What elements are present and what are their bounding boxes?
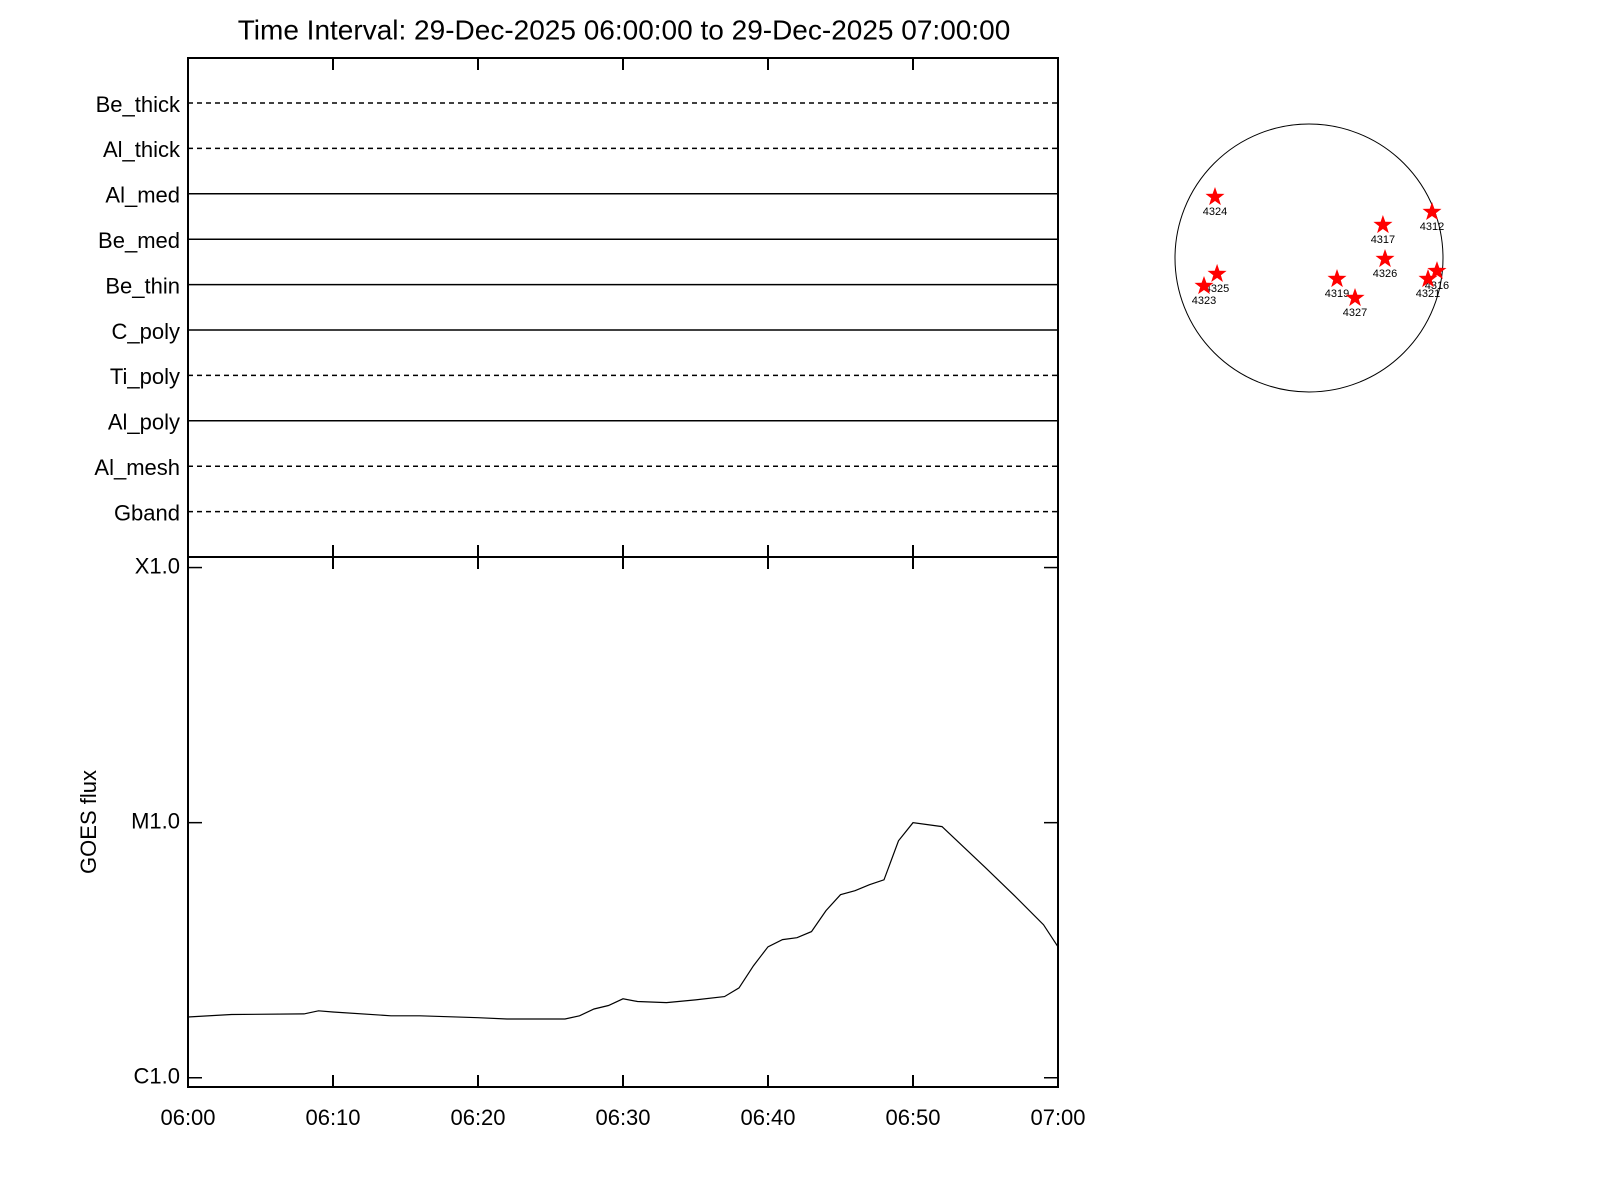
y-tick-label: X1.0: [135, 553, 180, 578]
region-star: [1207, 263, 1227, 282]
filter-label: Al_poly: [108, 410, 180, 435]
x-tick-label: 06:30: [595, 1105, 650, 1130]
x-tick-label: 07:00: [1030, 1105, 1085, 1130]
region-label: 4317: [1371, 234, 1395, 246]
region-star: [1345, 288, 1365, 307]
region-star: [1194, 276, 1214, 295]
filter-label: Ti_poly: [110, 364, 180, 389]
filter-label: Al_med: [105, 183, 180, 208]
region-star: [1373, 215, 1393, 234]
region-star: [1375, 249, 1395, 268]
region-star: [1427, 261, 1447, 280]
region-label: 4319: [1325, 288, 1349, 300]
filter-label: C_poly: [112, 319, 180, 344]
region-label: 4324: [1203, 206, 1227, 218]
region-label: 4312: [1420, 221, 1444, 233]
region-label: 4327: [1343, 307, 1367, 319]
y-tick-label: C1.0: [134, 1064, 180, 1089]
x-tick-label: 06:00: [160, 1105, 215, 1130]
filter-label: Gband: [114, 500, 180, 525]
region-star: [1422, 202, 1442, 220]
y-tick-label: M1.0: [131, 808, 180, 833]
filter-label: Be_thin: [105, 273, 180, 298]
y-axis-label: GOES flux: [76, 770, 101, 874]
region-label: 4323: [1192, 295, 1216, 307]
chart-title: Time Interval: 29-Dec-2025 06:00:00 to 2…: [238, 14, 1011, 45]
flux-line: [187, 822, 1059, 1020]
region-star: [1205, 187, 1225, 206]
region-label: 4321: [1416, 288, 1440, 300]
region-star: [1327, 269, 1347, 288]
filter-label: Al_mesh: [94, 455, 180, 480]
solar-disk: [1174, 123, 1444, 393]
x-tick-label: 06:20: [450, 1105, 505, 1130]
region-label: 4325: [1205, 283, 1229, 295]
filter-label: Be_med: [98, 228, 180, 253]
x-tick-label: 06:50: [885, 1105, 940, 1130]
x-tick-label: 06:40: [740, 1105, 795, 1130]
filter-label: Al_thick: [103, 137, 181, 162]
filter-label: Be_thick: [96, 92, 181, 117]
region-label: 4326: [1373, 268, 1397, 280]
region-star: [1418, 269, 1438, 288]
x-tick-label: 06:10: [305, 1105, 360, 1130]
